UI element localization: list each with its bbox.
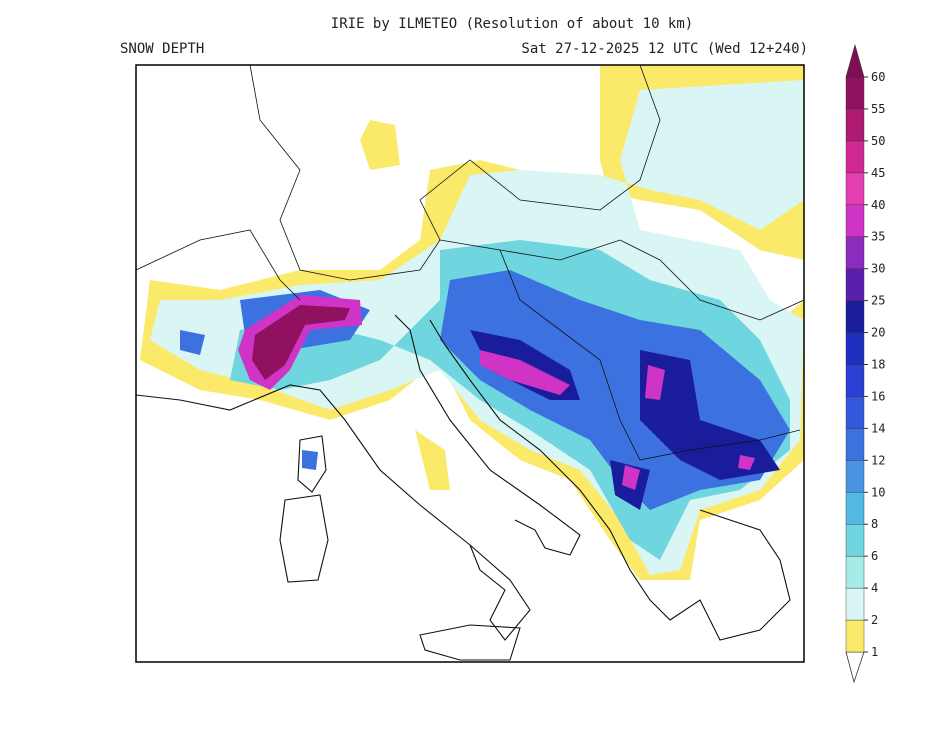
title: IRIE by ILMETEO (Resolution of about 10 …	[331, 16, 693, 32]
colorbar-segment	[845, 460, 865, 493]
colorbar-label: 35	[871, 230, 885, 244]
colorbar-label: 40	[871, 198, 885, 212]
colorbar-segment	[845, 76, 865, 110]
colorbar-segment	[845, 108, 865, 142]
colorbar-segment	[845, 492, 865, 525]
colorbar-label: 2	[871, 613, 878, 627]
colorbar-segment	[845, 268, 865, 301]
colorbar-segment	[845, 555, 865, 589]
colorbar-label: 14	[871, 421, 885, 435]
colorbar-label: 16	[871, 389, 885, 403]
colorbar-segment	[845, 587, 865, 621]
colorbar-tail	[845, 651, 865, 684]
colorbar-arrow	[845, 43, 865, 78]
valid-time: Sat 27-12-2025 12 UTC (Wed 12+240)	[521, 41, 808, 57]
colorbar-segment	[845, 300, 865, 333]
colorbar-label: 25	[871, 294, 885, 308]
colorbar-label: 12	[871, 453, 885, 467]
colorbar-label: 55	[871, 102, 885, 116]
field-name: SNOW DEPTH	[120, 41, 204, 57]
colorbar-segment	[845, 396, 865, 429]
colorbar-label: 6	[871, 549, 878, 563]
map-frame	[135, 64, 805, 663]
colorbar-label: 8	[871, 517, 878, 531]
colorbar-segment	[845, 524, 865, 557]
colorbar-segment	[845, 204, 865, 237]
colorbar-segment	[845, 428, 865, 461]
colorbar-segment	[845, 619, 865, 653]
colorbar-segment	[845, 332, 865, 365]
colorbar-label: 60	[871, 70, 885, 84]
map	[136, 65, 804, 662]
colorbar-label: 20	[871, 326, 885, 340]
colorbar-segment	[845, 364, 865, 397]
colorbar-label: 1	[871, 645, 878, 659]
colorbar-label: 50	[871, 134, 885, 148]
colorbar-label: 10	[871, 485, 885, 499]
colorbar-segment	[845, 172, 865, 205]
colorbar-label: 30	[871, 262, 885, 276]
colorbar-label: 45	[871, 166, 885, 180]
colorbar-label: 4	[871, 581, 878, 595]
colorbar-label: 18	[871, 358, 885, 372]
colorbar-segment	[845, 140, 865, 174]
colorbar-segment	[845, 236, 865, 269]
